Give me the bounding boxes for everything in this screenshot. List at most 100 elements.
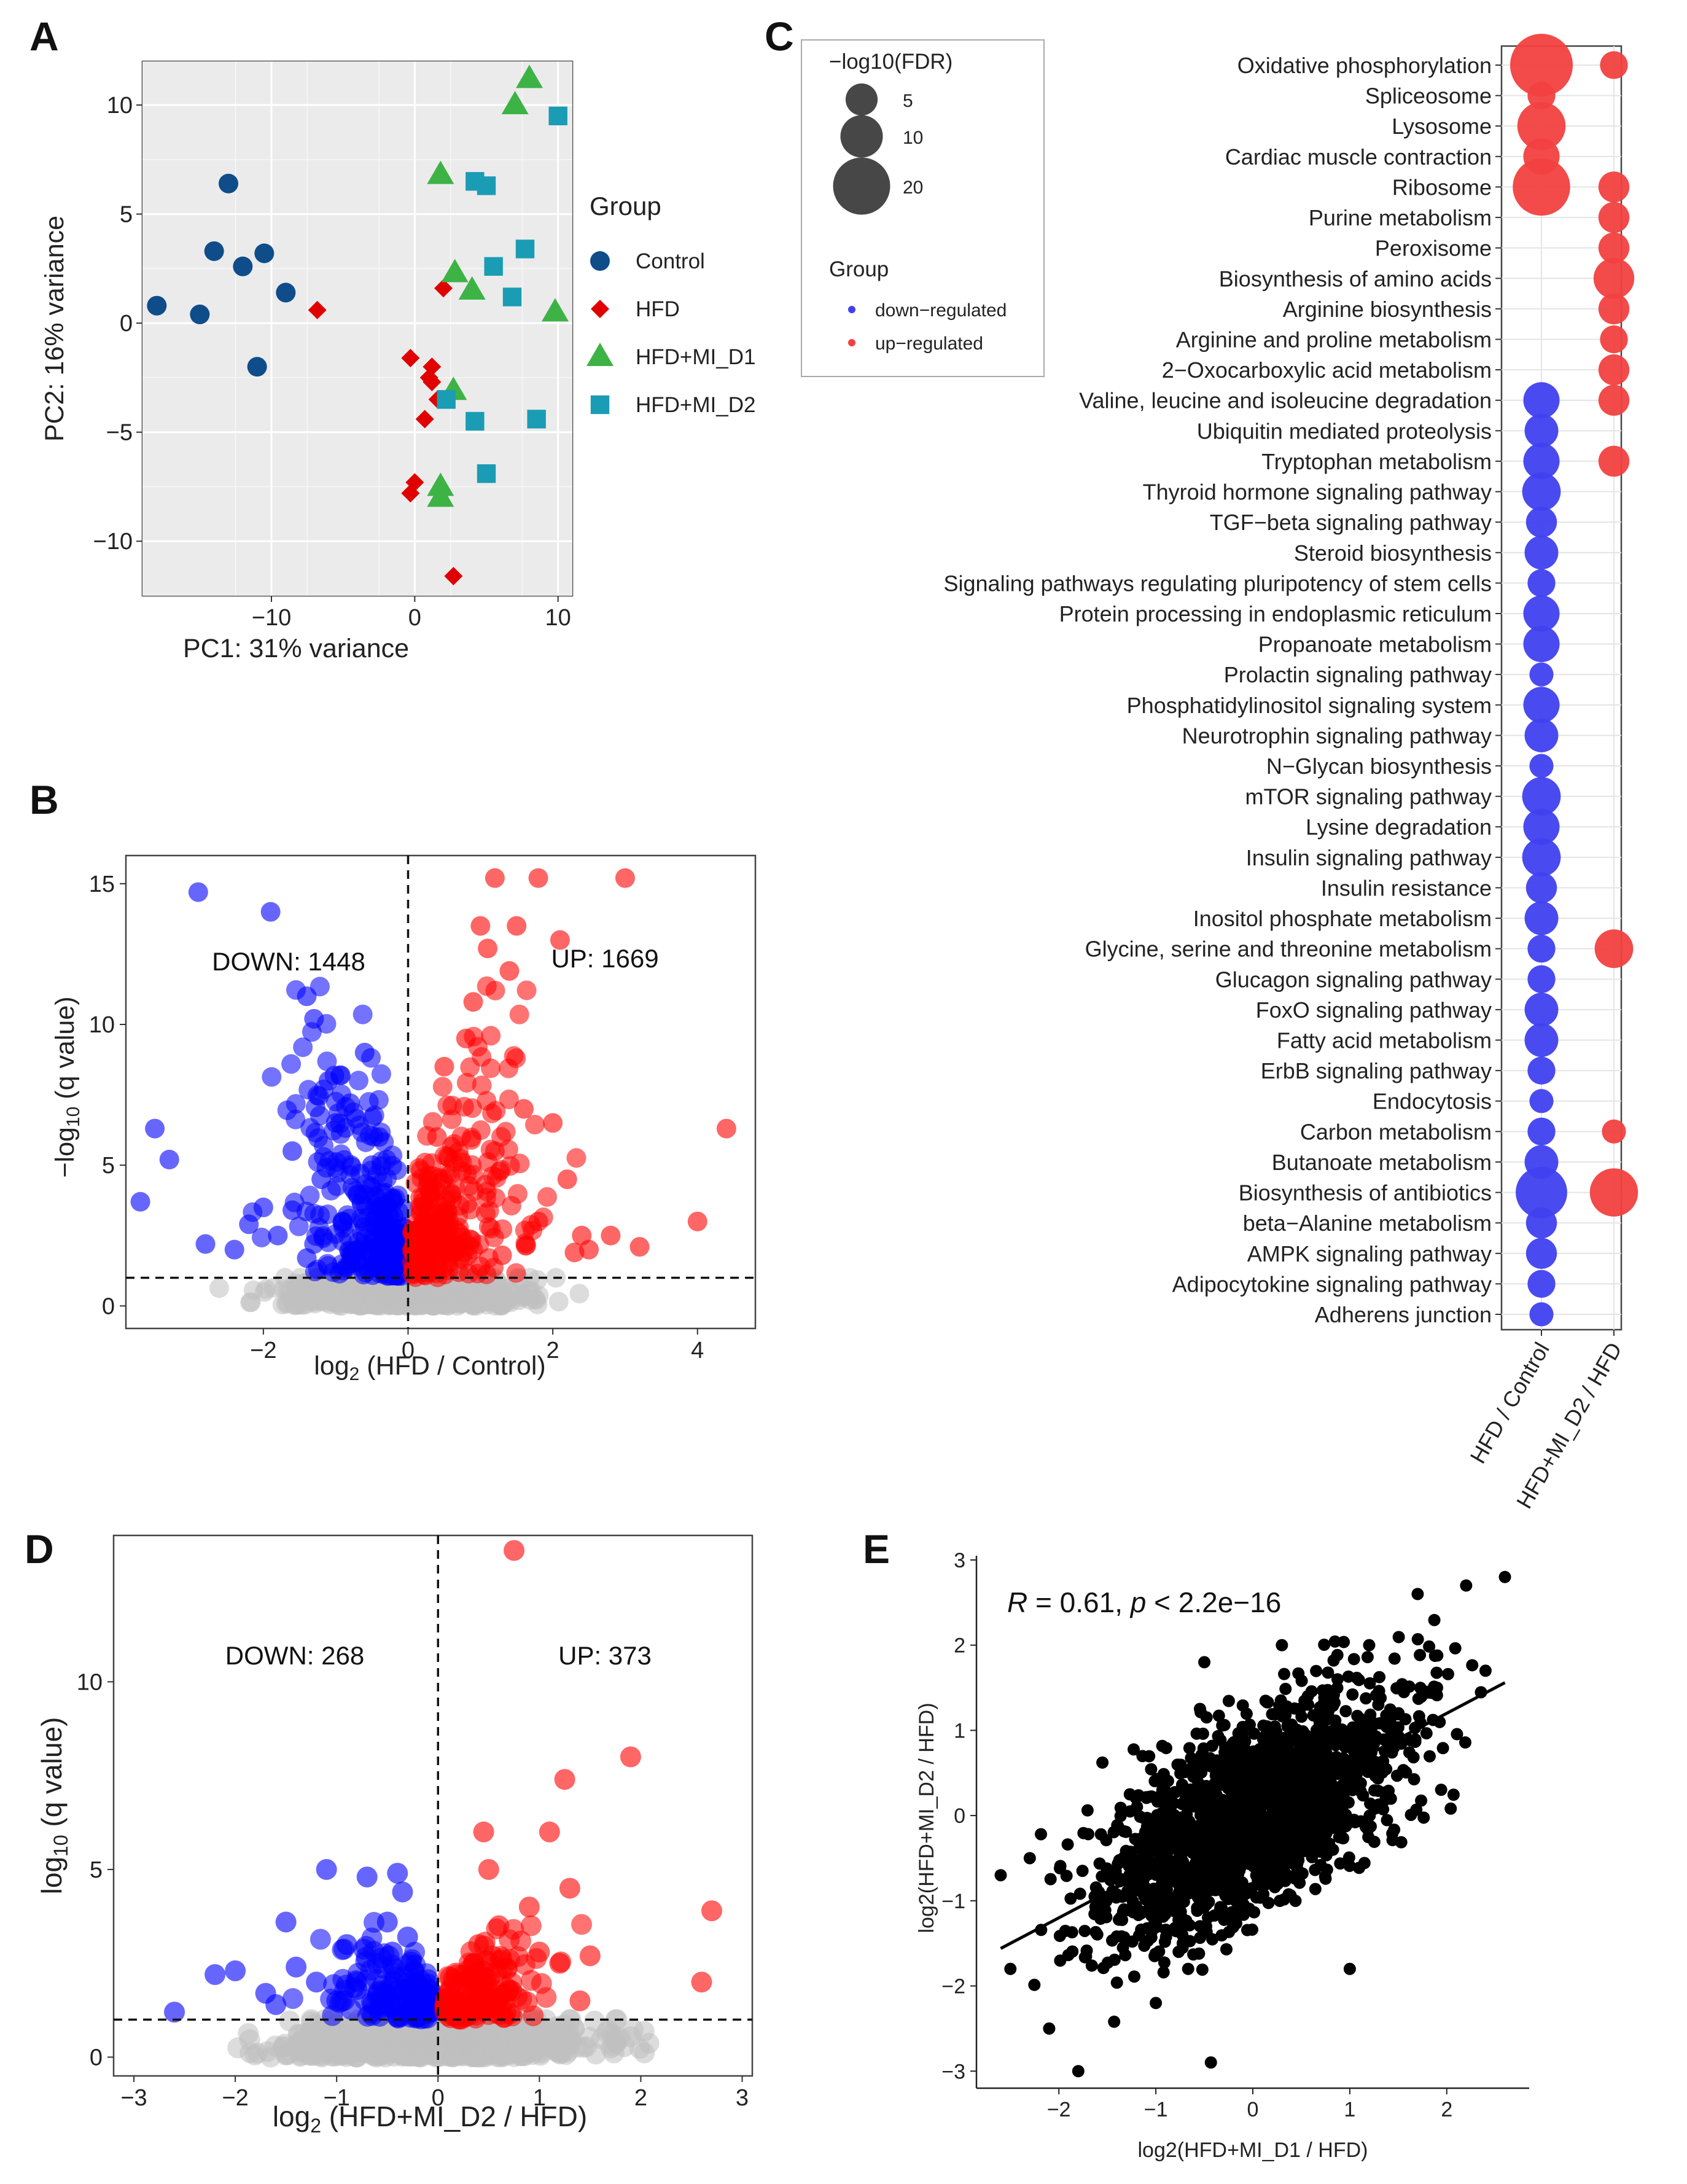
point-not-significant-b xyxy=(457,1278,477,1298)
pathway-label: Purine metabolism xyxy=(1309,205,1492,230)
y-tick-label-b: 15 xyxy=(89,872,115,897)
point-up-regulated-b xyxy=(456,1072,477,1093)
point-e xyxy=(1360,1760,1373,1773)
point-up-regulated-b xyxy=(460,1057,480,1077)
point-e xyxy=(1236,1699,1249,1712)
point-e xyxy=(1159,1846,1172,1858)
point-e xyxy=(1449,1642,1462,1655)
point-e xyxy=(1318,1638,1331,1651)
dot-down-regulated xyxy=(1523,808,1560,845)
point-up-regulated-d xyxy=(701,1900,722,1922)
point-e xyxy=(1197,1742,1210,1755)
point-e xyxy=(1226,1779,1239,1792)
dot-down-regulated xyxy=(1516,1166,1567,1219)
point-up-regulated-b xyxy=(472,1075,492,1096)
y-tick-label-b: 10 xyxy=(89,1012,115,1038)
point-e xyxy=(1460,1579,1473,1592)
point-e xyxy=(1363,1809,1376,1822)
point-down-regulated-d xyxy=(367,1952,388,1974)
point-e xyxy=(1310,1664,1323,1677)
point-e xyxy=(1129,1792,1142,1804)
x-tick-label-e: 2 xyxy=(1441,2098,1452,2121)
point-up-regulated-b xyxy=(501,1196,521,1216)
y-tick-label-b: 5 xyxy=(102,1153,115,1179)
point-e xyxy=(1327,1688,1340,1701)
point-e xyxy=(1145,1931,1158,1944)
point-e xyxy=(1309,1882,1322,1895)
point-e xyxy=(1320,1863,1333,1876)
point-e xyxy=(1321,1728,1334,1741)
up-count-label-b: UP: 1669 xyxy=(551,944,658,973)
point-e xyxy=(1163,1809,1176,1822)
point-e xyxy=(1403,1746,1416,1759)
point-e xyxy=(1361,1651,1374,1664)
point-e xyxy=(1379,1793,1392,1806)
y-tick-label-e: 1 xyxy=(954,1719,965,1742)
y-tick-label-a: 10 xyxy=(107,93,133,119)
point-control xyxy=(204,241,224,261)
pathway-label: Lysosome xyxy=(1392,114,1492,139)
point-up-regulated-d xyxy=(463,1952,485,1974)
point-e xyxy=(1315,1832,1328,1845)
point-up-regulated-b xyxy=(564,1242,585,1263)
point-e xyxy=(1212,1709,1225,1722)
point-e xyxy=(1229,1917,1242,1930)
y-tick-label-a: −10 xyxy=(93,529,133,555)
point-up-regulated-b xyxy=(419,1197,440,1217)
point-down-regulated-b xyxy=(304,1008,324,1029)
dot-up-regulated xyxy=(1598,445,1630,477)
point-e xyxy=(1166,1902,1179,1915)
point-e xyxy=(1232,1868,1245,1881)
pathway-label: Neurotrophin signaling pathway xyxy=(1182,723,1492,748)
point-down-regulated-d xyxy=(336,1934,357,1956)
pathway-label: Fatty acid metabolism xyxy=(1277,1028,1492,1053)
panel-label-b: B xyxy=(29,777,59,822)
point-e xyxy=(1290,1846,1303,1859)
point-down-regulated-b xyxy=(277,1100,297,1120)
point-e xyxy=(1158,1956,1171,1969)
up-count-label-d: UP: 373 xyxy=(558,1641,652,1670)
x-tick-label-d: −3 xyxy=(120,2085,147,2111)
point-e xyxy=(1274,1706,1287,1719)
point-e xyxy=(1352,1674,1365,1687)
point-not-significant-d xyxy=(383,2045,405,2067)
panel-label-c: C xyxy=(765,14,794,59)
point-e xyxy=(1043,2022,1056,2035)
point-down-regulated-d xyxy=(388,2007,409,2029)
point-e xyxy=(1274,1788,1287,1801)
dot-up-regulated xyxy=(1600,325,1628,354)
pathway-label: Carbon metabolism xyxy=(1300,1119,1492,1144)
point-up-regulated-b xyxy=(629,1237,650,1257)
point-e xyxy=(1309,1742,1322,1755)
point-down-regulated-d xyxy=(392,1881,413,1903)
point-e xyxy=(1451,1728,1463,1741)
x-tick-label-d: 2 xyxy=(634,2085,647,2111)
point-up-regulated-b xyxy=(434,1056,454,1077)
dot-down-regulated xyxy=(1523,382,1560,419)
point-e xyxy=(1289,1894,1302,1907)
pathway-label: Arginine biosynthesis xyxy=(1283,297,1492,322)
point-e xyxy=(1035,1828,1048,1841)
point-e xyxy=(1118,1903,1131,1916)
point-down-regulated-b xyxy=(328,1163,348,1183)
point-up-regulated-b xyxy=(478,938,498,959)
size-legend-title-c: −log10(FDR) xyxy=(829,50,953,74)
point-e xyxy=(1226,1737,1239,1750)
point-e xyxy=(1198,1887,1211,1900)
point-e xyxy=(1274,1734,1287,1747)
dot-down-regulated xyxy=(1529,662,1554,687)
point-e xyxy=(1177,1820,1190,1833)
point-down-regulated-b xyxy=(367,1201,388,1221)
point-up-regulated-b xyxy=(510,1153,530,1174)
point-e xyxy=(1298,1695,1311,1707)
point-e xyxy=(1204,2056,1217,2069)
y-tick-label-e: 2 xyxy=(954,1634,965,1658)
y-tick-label-e: −2 xyxy=(941,1975,965,1999)
point-e xyxy=(1100,1834,1113,1847)
x-tick-label-e: 0 xyxy=(1247,2098,1259,2121)
group-legend-label-c: up−regulated xyxy=(875,333,983,354)
point-e xyxy=(1142,1895,1155,1908)
pathway-label: Biosynthesis of antibiotics xyxy=(1239,1180,1492,1206)
point-e xyxy=(1215,1778,1228,1791)
